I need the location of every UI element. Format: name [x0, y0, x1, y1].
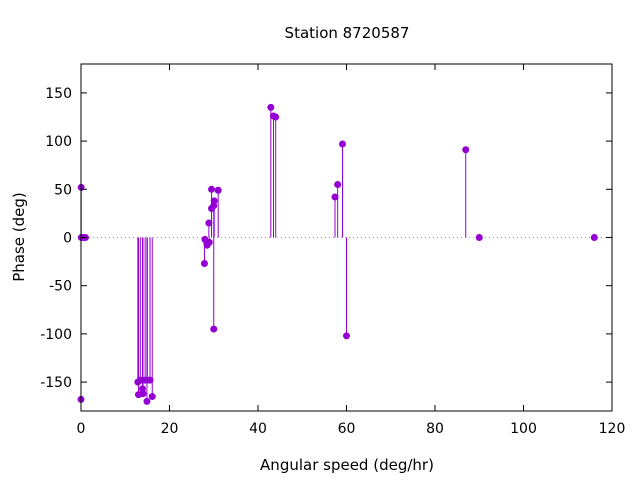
- data-point-22: [208, 185, 216, 193]
- y-tick-label-5: 100: [45, 134, 72, 150]
- x-tick-label-5: 100: [510, 421, 537, 437]
- data-point-27: [267, 103, 275, 111]
- y-tick-label-4: 50: [54, 182, 72, 198]
- point-layer: [77, 103, 598, 405]
- y-tick-label-2: -50: [49, 279, 72, 295]
- y-tick-label-0: -150: [40, 375, 72, 391]
- data-point-19: [205, 219, 213, 227]
- axis-layer: 0 20 40 60 80 100 120 -150 -100 -50 0 50 100 150: [40, 63, 626, 437]
- chart-title: Station 8720587: [285, 24, 410, 42]
- y-tick-label-3: 0: [63, 231, 72, 247]
- data-point-11: [143, 397, 151, 405]
- data-point-32: [339, 140, 347, 148]
- y-tick-label-1: -100: [40, 327, 72, 343]
- data-point-23: [210, 325, 218, 333]
- data-point-15: [200, 260, 208, 268]
- data-point-20: [205, 238, 213, 246]
- data-point-31: [334, 180, 342, 188]
- x-axis-label: Angular speed (deg/hr): [260, 456, 434, 474]
- x-tick-label-4: 80: [426, 421, 444, 437]
- x-tick-label-1: 20: [161, 421, 179, 437]
- x-tick-label-6: 120: [599, 421, 626, 437]
- data-point-13: [146, 376, 154, 384]
- data-point-29: [272, 113, 280, 121]
- data-point-33: [343, 332, 350, 340]
- data-point-36: [590, 234, 598, 241]
- data-point-34: [462, 146, 470, 154]
- data-point-35: [475, 234, 483, 241]
- y-axis-label: Phase (deg): [10, 192, 28, 282]
- x-tick-label-3: 60: [338, 421, 356, 437]
- data-point-9: [139, 390, 147, 398]
- x-tick-label-0: 0: [77, 421, 86, 437]
- data-point-30: [331, 193, 339, 201]
- x-tick-label-2: 40: [249, 421, 267, 437]
- data-point-25: [210, 197, 218, 205]
- data-point-14: [148, 393, 156, 401]
- data-point-26: [214, 186, 222, 194]
- y-tick-label-6: 150: [45, 86, 72, 102]
- stem-layer: [80, 107, 467, 402]
- data-point-7: [136, 376, 144, 384]
